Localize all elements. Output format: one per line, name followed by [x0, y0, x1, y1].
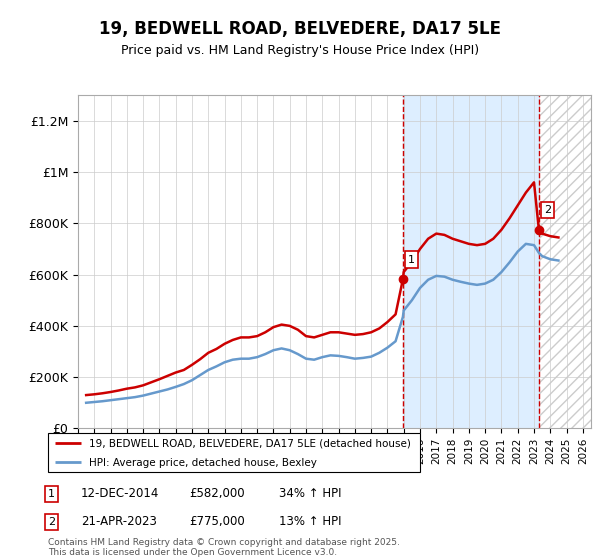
Text: £775,000: £775,000 — [189, 515, 245, 529]
Text: 13% ↑ HPI: 13% ↑ HPI — [279, 515, 341, 529]
Bar — [539, 95, 591, 428]
Text: 34% ↑ HPI: 34% ↑ HPI — [279, 487, 341, 501]
Text: 12-DEC-2014: 12-DEC-2014 — [81, 487, 160, 501]
Bar — [403, 95, 539, 428]
Text: 19, BEDWELL ROAD, BELVEDERE, DA17 5LE (detached house): 19, BEDWELL ROAD, BELVEDERE, DA17 5LE (d… — [89, 438, 411, 449]
Text: 1: 1 — [48, 489, 55, 499]
Text: 2: 2 — [48, 517, 55, 527]
Text: 2: 2 — [544, 205, 551, 215]
FancyBboxPatch shape — [48, 433, 420, 472]
Text: HPI: Average price, detached house, Bexley: HPI: Average price, detached house, Bexl… — [89, 458, 317, 468]
Text: 19, BEDWELL ROAD, BELVEDERE, DA17 5LE: 19, BEDWELL ROAD, BELVEDERE, DA17 5LE — [99, 20, 501, 38]
Text: Price paid vs. HM Land Registry's House Price Index (HPI): Price paid vs. HM Land Registry's House … — [121, 44, 479, 57]
Text: 21-APR-2023: 21-APR-2023 — [81, 515, 157, 529]
Text: Contains HM Land Registry data © Crown copyright and database right 2025.
This d: Contains HM Land Registry data © Crown c… — [48, 538, 400, 557]
Text: £582,000: £582,000 — [189, 487, 245, 501]
Text: 1: 1 — [408, 255, 415, 264]
